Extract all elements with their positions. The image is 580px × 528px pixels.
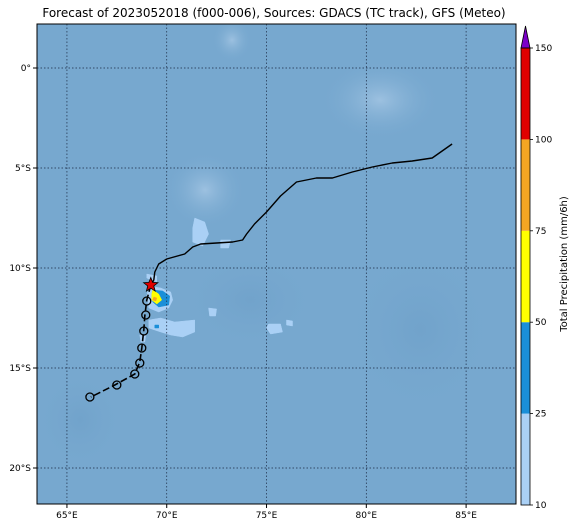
past-track-line [150, 143, 453, 286]
forecast-point-marker [141, 310, 151, 320]
colorbar-bin [521, 48, 530, 140]
colorbar-label: Total Precipitation (mm/6h) [559, 196, 570, 333]
longitude-tick-label: 70°E [156, 511, 178, 521]
latitude-tick-label: 20°S [9, 464, 31, 474]
forecast-point-marker [112, 380, 122, 390]
forecast-point-marker [142, 296, 152, 306]
map-frame [36, 23, 517, 505]
precip-area [154, 324, 159, 329]
colorbar: 10 25 50 75 100 150 [520, 25, 552, 511]
longitude-tick-label: 80°E [355, 511, 377, 521]
colorbar-bin [521, 139, 530, 231]
latitude-tick-label: 15°S [9, 364, 31, 374]
latitude-tick-label: 5°S [15, 164, 31, 174]
longitude-tick-label: 65°E [56, 511, 78, 521]
colorbar-tick-label: 100 [535, 135, 552, 145]
cloud-shading [37, 24, 500, 470]
precip-area [208, 307, 217, 317]
longitude-ticks: 65°E 70°E 75°E 80°E 85°E [56, 504, 477, 521]
latitude-tick-label: 0° [21, 64, 31, 74]
colorbar-tick-label: 50 [535, 318, 547, 328]
forecast-point-marker [130, 369, 140, 379]
cyclone-track [85, 143, 453, 402]
precip-area [266, 323, 283, 335]
precip-area [286, 319, 293, 327]
longitude-tick-label: 75°E [256, 511, 278, 521]
precip-area [192, 217, 209, 247]
map-area[interactable] [35, 18, 516, 504]
colorbar-bin [521, 413, 530, 505]
colorbar-bin [521, 230, 530, 323]
forecast-point-marker [137, 343, 147, 353]
latitude-ticks: 0° 5°S 10°S 15°S 20°S [9, 64, 37, 474]
precipitation-layer [139, 217, 293, 343]
latitude-tick-label: 10°S [9, 264, 31, 274]
colorbar-bin [521, 322, 530, 414]
precip-area [152, 296, 158, 302]
colorbar-tick-label: 10 [535, 501, 547, 511]
grid-lines [37, 24, 516, 504]
colorbar-tick-label: 150 [535, 44, 552, 54]
precip-area [148, 317, 195, 338]
forecast-point-marker [85, 392, 95, 402]
colorbar-extend-arrow [520, 25, 531, 49]
map-title: Forecast of 2023052018 (f000-006), Sourc… [42, 6, 506, 20]
precip-area [220, 239, 231, 249]
current-position-star-icon [142, 276, 159, 293]
colorbar-tick-label: 25 [535, 410, 546, 420]
colorbar-frame [520, 47, 531, 506]
colorbar-tick-label: 75 [535, 227, 546, 237]
forecast-point-marker [139, 326, 149, 336]
longitude-tick-label: 85°E [455, 511, 477, 521]
forecast-point-marker [135, 358, 145, 368]
